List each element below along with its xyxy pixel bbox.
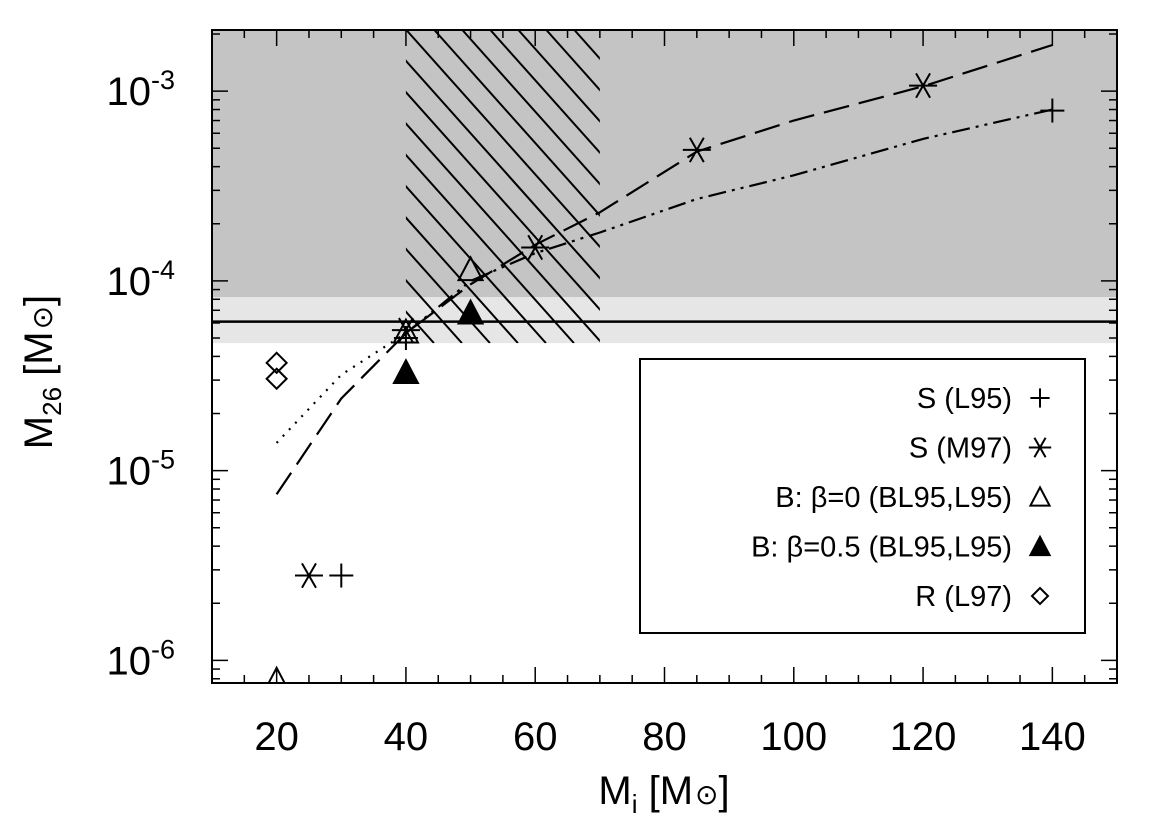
y-axis-title: M26 [M⊙] [17, 295, 67, 449]
x-axis-sun-symbol: ⊙ [695, 779, 718, 810]
hatch-line [405, 278, 463, 344]
marker-diamond-open [265, 367, 289, 391]
y-tick-label-exponent: -6 [151, 634, 175, 664]
y-tick-label: 10-6 [106, 634, 175, 683]
curve-long-dash [275, 43, 1053, 495]
hatch-line [517, 30, 600, 123]
legend-marker-plus [1030, 388, 1050, 408]
x-tick-label: 80 [642, 715, 687, 759]
x-tick-label: 100 [760, 715, 827, 759]
marker-asterisk [682, 137, 711, 163]
hatch-line [405, 247, 491, 344]
x-axis-title-sub: i [632, 789, 638, 819]
y-tick-label-base: 10 [106, 450, 151, 494]
legend-label: B: β=0.5 (BL95,L95) [751, 532, 1012, 564]
y-tick-label: 10-3 [106, 65, 175, 114]
legend: S (L95) S (M97) B: β=0 (BL95,L95) B: β=0.5 … [639, 358, 1086, 634]
hatch-line [405, 184, 547, 344]
y-axis-title-sub: 26 [37, 387, 67, 416]
y-tick-label: 10-4 [106, 255, 175, 304]
y-tick-label-base: 10 [106, 260, 151, 304]
marker-asterisk [909, 72, 938, 99]
marker-triangle-open [392, 317, 420, 344]
legend-label: B: β=0 (BL95,L95) [775, 482, 1012, 514]
curve-dots [275, 332, 407, 444]
marker-plus [329, 563, 354, 588]
hatch-line [433, 30, 600, 217]
shaded-region-dark-gray [212, 30, 1117, 298]
x-tick-label: 140 [1019, 715, 1086, 759]
legend-marker-diamond-open [1030, 586, 1050, 606]
hatch-line [405, 90, 600, 311]
hatch-line [461, 30, 600, 186]
y-tick-label-base: 10 [106, 70, 151, 114]
x-axis-title: Mi [M⊙] [598, 769, 729, 819]
legend-marker-triangle-open [1028, 485, 1052, 507]
x-axis-title-close: ] [719, 769, 730, 813]
y-tick-label-exponent: -3 [151, 65, 175, 95]
legend-marker-asterisk [1028, 437, 1052, 458]
y-tick-label-exponent: -4 [151, 255, 175, 285]
hatch-line [405, 216, 519, 344]
y-tick-label: 10-5 [106, 445, 175, 494]
legend-box [639, 358, 1086, 634]
y-axis-title-unit: [M [17, 331, 61, 387]
y-axis-title-close: ] [17, 295, 61, 306]
hatch-line [545, 30, 600, 92]
hatch-line [405, 30, 600, 249]
marker-asterisk [521, 234, 550, 261]
marker-asterisk [391, 317, 420, 343]
hatch-line [405, 59, 600, 280]
marker-plus [1040, 98, 1065, 123]
hatch-line [405, 153, 575, 344]
marker-triangle-open [267, 665, 286, 683]
shaded-region-light-gray [212, 297, 1117, 344]
x-tick-label: 120 [890, 715, 957, 759]
legend-label: R (L97) [915, 581, 1012, 613]
y-tick-label-base: 10 [106, 639, 151, 683]
legend-label: S (L95) [917, 383, 1012, 415]
marker-asterisk [294, 562, 323, 589]
hatched-region [0, 30, 1150, 344]
hatch-line [0, 30, 14, 343]
marker-triangle-filled [392, 358, 420, 385]
x-axis-title-main: M [598, 769, 631, 813]
y-tick-label-exponent: -5 [151, 445, 175, 475]
x-tick-label: 40 [384, 715, 429, 759]
marker-diamond-open [265, 351, 289, 375]
x-tick-label: 60 [513, 715, 558, 759]
marker-triangle-open [456, 255, 485, 282]
y-axis-title-main: M [17, 416, 61, 449]
x-axis-title-unit: [M [637, 769, 693, 813]
x-tick-label: 20 [254, 715, 299, 759]
y-axis-sun-symbol: ⊙ [27, 306, 58, 329]
hatch-line [1134, 30, 1150, 343]
hatch-line [405, 122, 600, 343]
legend-label: S (M97) [909, 433, 1012, 465]
hatch-line [489, 30, 600, 155]
legend-marker-triangle-filled [1028, 534, 1052, 557]
marker-triangle-filled [456, 298, 485, 325]
